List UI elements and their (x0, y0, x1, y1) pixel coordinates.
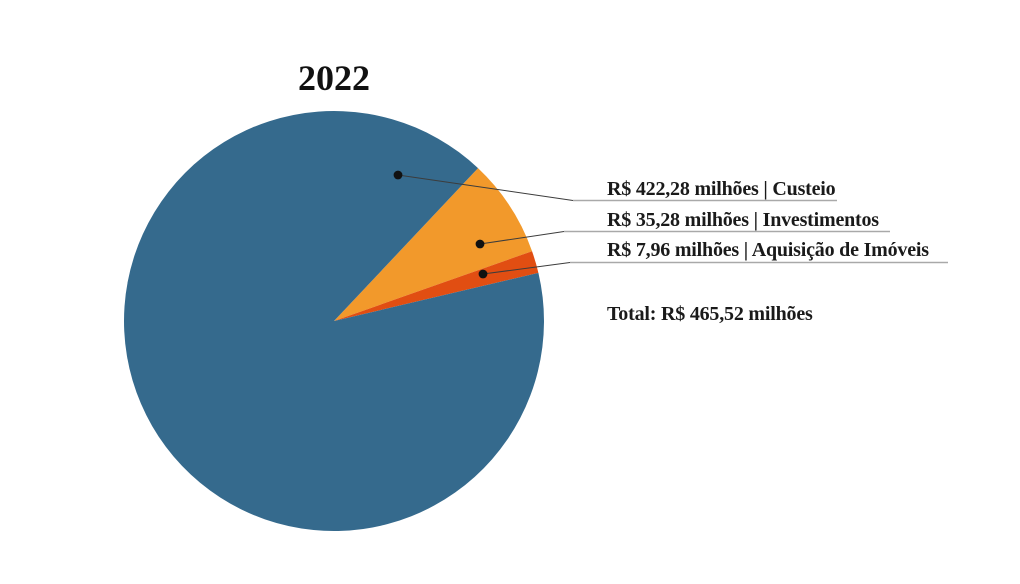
leader-line-investimentos (479, 231, 565, 245)
pie-slice-custeio (124, 111, 545, 532)
pie-slice-investimentos (334, 168, 533, 321)
callout-dot-custeio (393, 170, 403, 180)
callout-dot-investimentos (475, 239, 485, 249)
label-custeio: R$ 422,28 milhões | Custeio (607, 178, 836, 200)
callout-dot-aquisicao-de-imoveis (478, 269, 488, 279)
label-aquisicao-de-imoveis: R$ 7,96 milhões | Aquisição de Imóveis (607, 239, 929, 261)
chart-title: 2022 (298, 58, 370, 98)
total-label: Total: R$ 465,52 milhões (607, 303, 813, 325)
leader-line-aquisicao-de-imoveis (482, 262, 571, 275)
leader-line-custeio (397, 174, 574, 201)
pie-slice-aquisicao-de-imoveis (334, 251, 539, 321)
label-investimentos: R$ 35,28 milhões | Investimentos (607, 209, 879, 231)
